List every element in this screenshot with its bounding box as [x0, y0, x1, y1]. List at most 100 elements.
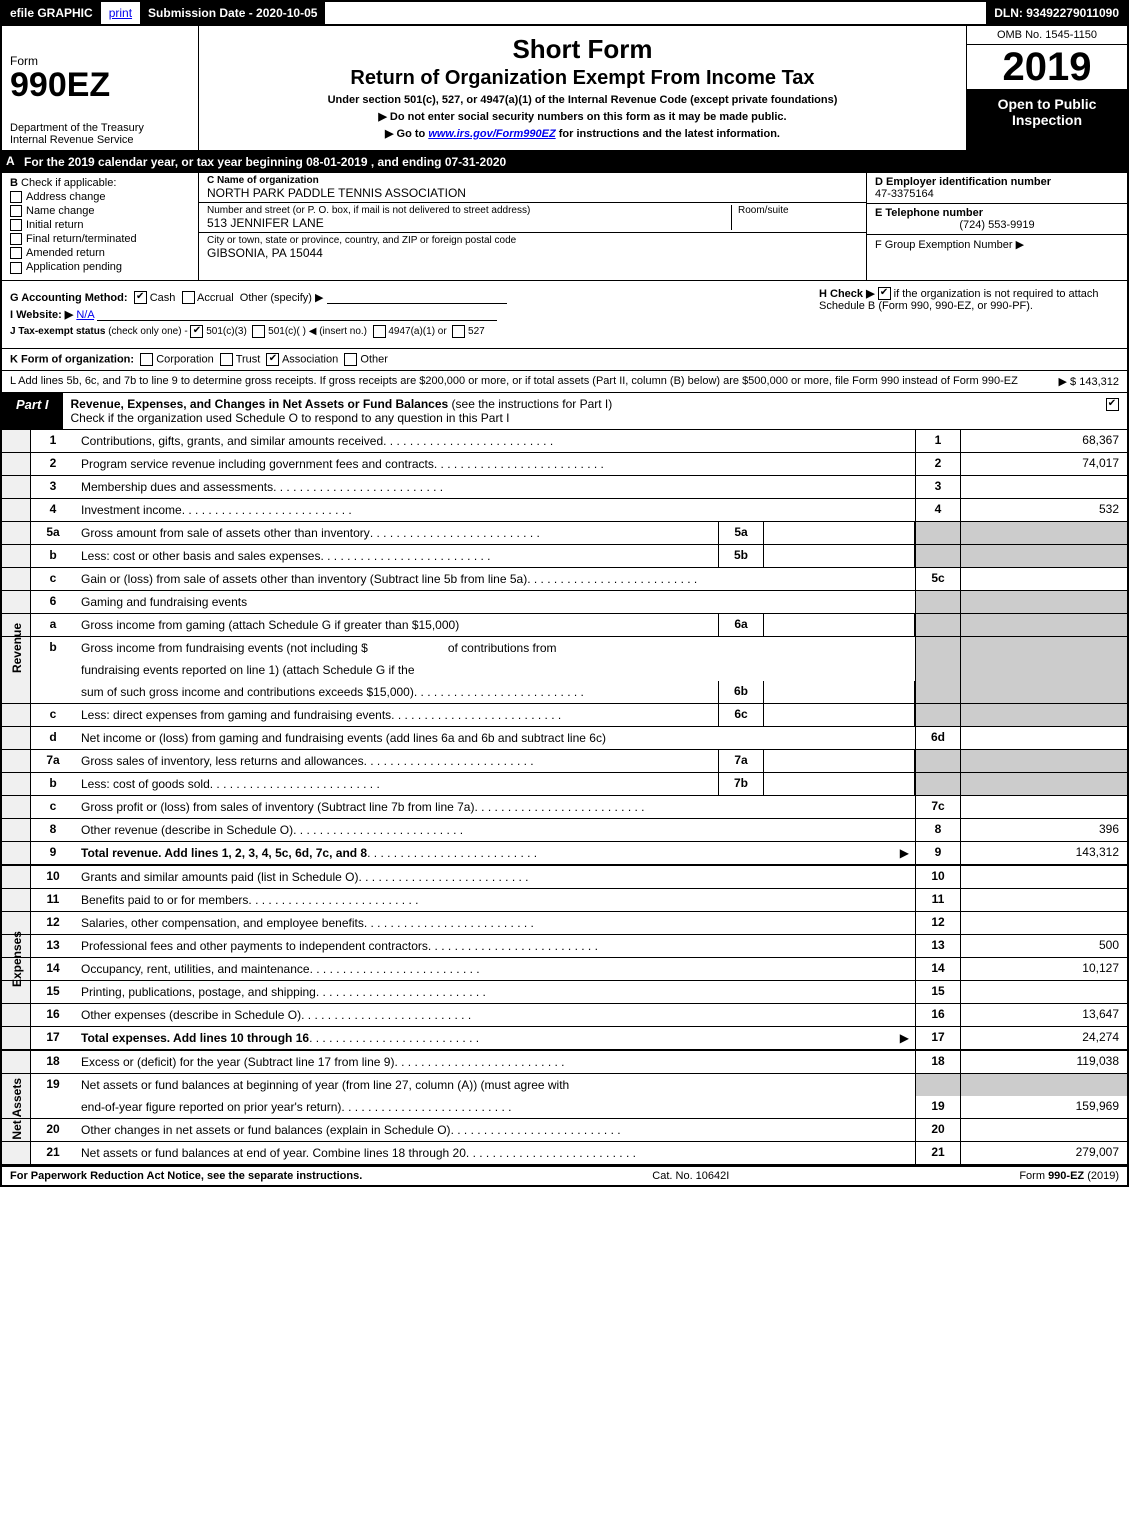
line-8: 8 Other revenue (describe in Schedule O)…	[2, 819, 1127, 842]
line-6b-value	[764, 681, 915, 703]
line-5a-value	[764, 522, 915, 544]
line-6c: c Less: direct expenses from gaming and …	[2, 704, 1127, 727]
line-16-value: 13,647	[960, 1004, 1127, 1026]
cb-initial-return[interactable]: Initial return	[10, 219, 190, 231]
j-label: J Tax-exempt status	[10, 326, 105, 337]
line-12-value	[960, 912, 1127, 934]
line-5b-value	[764, 545, 915, 567]
expenses-label: Expenses	[2, 927, 32, 991]
goto-pre: ▶ Go to	[385, 128, 428, 140]
part1-schedule-o-checkbox[interactable]	[1106, 398, 1119, 411]
main-title: Return of Organization Exempt From Incom…	[207, 67, 958, 90]
line-7b: b Less: cost of goods sold 7b	[2, 773, 1127, 796]
part1-tab: Part I	[2, 393, 63, 429]
cb-final-return[interactable]: Final return/terminated	[10, 233, 190, 245]
cb-amended-return[interactable]: Amended return	[10, 247, 190, 259]
k-assoc-checkbox[interactable]	[266, 353, 279, 366]
goto-post: for instructions and the latest informat…	[556, 128, 780, 140]
arrow-icon: ▶	[900, 1031, 909, 1045]
netassets-section: Net Assets 18 Excess or (deficit) for th…	[2, 1051, 1127, 1166]
g-other-input[interactable]	[327, 303, 507, 304]
k-trust-checkbox[interactable]	[220, 353, 233, 366]
line-17: 17 Total expenses. Add lines 10 through …	[2, 1027, 1127, 1051]
city-label: City or town, state or province, country…	[207, 235, 858, 246]
g-accrual-checkbox[interactable]	[182, 291, 195, 304]
cb-address-change[interactable]: Address change	[10, 191, 190, 203]
org-address: 513 JENNIFER LANE	[207, 216, 731, 230]
short-form-title: Short Form	[207, 34, 958, 65]
k-label: K Form of organization:	[10, 354, 134, 366]
line-17-value: 24,274	[960, 1027, 1127, 1049]
line-6c-value	[764, 704, 915, 726]
section-def: D Employer identification number 47-3375…	[866, 173, 1127, 280]
tax-year-bar: A For the 2019 calendar year, or tax yea…	[0, 152, 1129, 173]
tax-year: 2019	[967, 45, 1127, 90]
line-15-value	[960, 981, 1127, 1003]
line-9-value: 143,312	[960, 842, 1127, 864]
line-h: H Check ▶ if the organization is not req…	[811, 281, 1127, 349]
dept-label: Department of the Treasury	[10, 122, 190, 134]
e-label: E Telephone number	[875, 207, 983, 219]
cb-name-change[interactable]: Name change	[10, 205, 190, 217]
line-16: 16 Other expenses (describe in Schedule …	[2, 1004, 1127, 1027]
line-13-value: 500	[960, 935, 1127, 957]
d-label: D Employer identification number	[875, 176, 1051, 188]
line-g: G Accounting Method: Cash Accrual Other …	[10, 291, 803, 305]
line-12: 12 Salaries, other compensation, and emp…	[2, 912, 1127, 935]
line-10: 10 Grants and similar amounts paid (list…	[2, 866, 1127, 889]
revenue-section: Revenue 1 Contributions, gifts, grants, …	[2, 430, 1127, 866]
revenue-label: Revenue	[2, 619, 32, 677]
omb-number: OMB No. 1545-1150	[967, 26, 1127, 45]
line-3: 3 Membership dues and assessments 3	[2, 476, 1127, 499]
part1-header: Part I Revenue, Expenses, and Changes in…	[0, 393, 1129, 430]
line-2: 2 Program service revenue including gove…	[2, 453, 1127, 476]
header-left: Form 990EZ Department of the Treasury In…	[2, 26, 199, 150]
ssn-warning: ▶ Do not enter social security numbers o…	[207, 110, 958, 123]
footer: For Paperwork Reduction Act Notice, see …	[0, 1166, 1129, 1187]
print-link[interactable]: print	[101, 2, 140, 24]
g-label: G Accounting Method:	[10, 292, 128, 304]
line-7a: 7a Gross sales of inventory, less return…	[2, 750, 1127, 773]
footer-left: For Paperwork Reduction Act Notice, see …	[10, 1170, 362, 1182]
line-21-value: 279,007	[960, 1142, 1127, 1164]
line-19-value: 159,969	[960, 1096, 1127, 1118]
form-header: Form 990EZ Department of the Treasury In…	[0, 26, 1129, 152]
h-checkbox[interactable]	[878, 287, 891, 300]
website-link[interactable]: N/A	[76, 309, 94, 321]
org-city: GIBSONIA, PA 15044	[207, 246, 858, 260]
j-527-checkbox[interactable]	[452, 325, 465, 338]
line-19-2: end-of-year figure reported on prior yea…	[2, 1096, 1127, 1119]
k-corp-checkbox[interactable]	[140, 353, 153, 366]
submission-date: Submission Date - 2020-10-05	[140, 2, 325, 24]
k-other-checkbox[interactable]	[344, 353, 357, 366]
ghij-block: G Accounting Method: Cash Accrual Other …	[0, 281, 1129, 350]
part1-title-bold: Revenue, Expenses, and Changes in Net As…	[71, 397, 449, 411]
line-13: 13 Professional fees and other payments …	[2, 935, 1127, 958]
line-10-value	[960, 866, 1127, 888]
line-1-value: 68,367	[960, 430, 1127, 452]
g-cash-checkbox[interactable]	[134, 291, 147, 304]
l-arrow: ▶ $	[1059, 376, 1077, 388]
line-7a-value	[764, 750, 915, 772]
cb-application-pending[interactable]: Application pending	[10, 261, 190, 273]
footer-catno: Cat. No. 10642I	[652, 1170, 729, 1182]
h-label: H Check ▶	[819, 288, 875, 300]
goto-link[interactable]: www.irs.gov/Form990EZ	[428, 128, 555, 140]
line-5b: b Less: cost or other basis and sales ex…	[2, 545, 1127, 568]
line-4-value: 532	[960, 499, 1127, 521]
tax-year-text: For the 2019 calendar year, or tax year …	[24, 155, 506, 169]
j-4947-checkbox[interactable]	[373, 325, 386, 338]
line-6a-value	[764, 614, 915, 636]
line-20-value	[960, 1119, 1127, 1141]
form-number: 990EZ	[10, 68, 190, 102]
line-5c-value	[960, 568, 1127, 590]
subtitle: Under section 501(c), 527, or 4947(a)(1)…	[207, 94, 958, 106]
line-21: 21 Net assets or fund balances at end of…	[2, 1142, 1127, 1166]
j-501c3-checkbox[interactable]	[190, 325, 203, 338]
line-8-value: 396	[960, 819, 1127, 841]
l-value: 143,312	[1079, 376, 1119, 388]
j-501c-checkbox[interactable]	[252, 325, 265, 338]
footer-right: Form 990-EZ (2019)	[1019, 1170, 1119, 1182]
line-7c-value	[960, 796, 1127, 818]
line-11: 11 Benefits paid to or for members 11	[2, 889, 1127, 912]
